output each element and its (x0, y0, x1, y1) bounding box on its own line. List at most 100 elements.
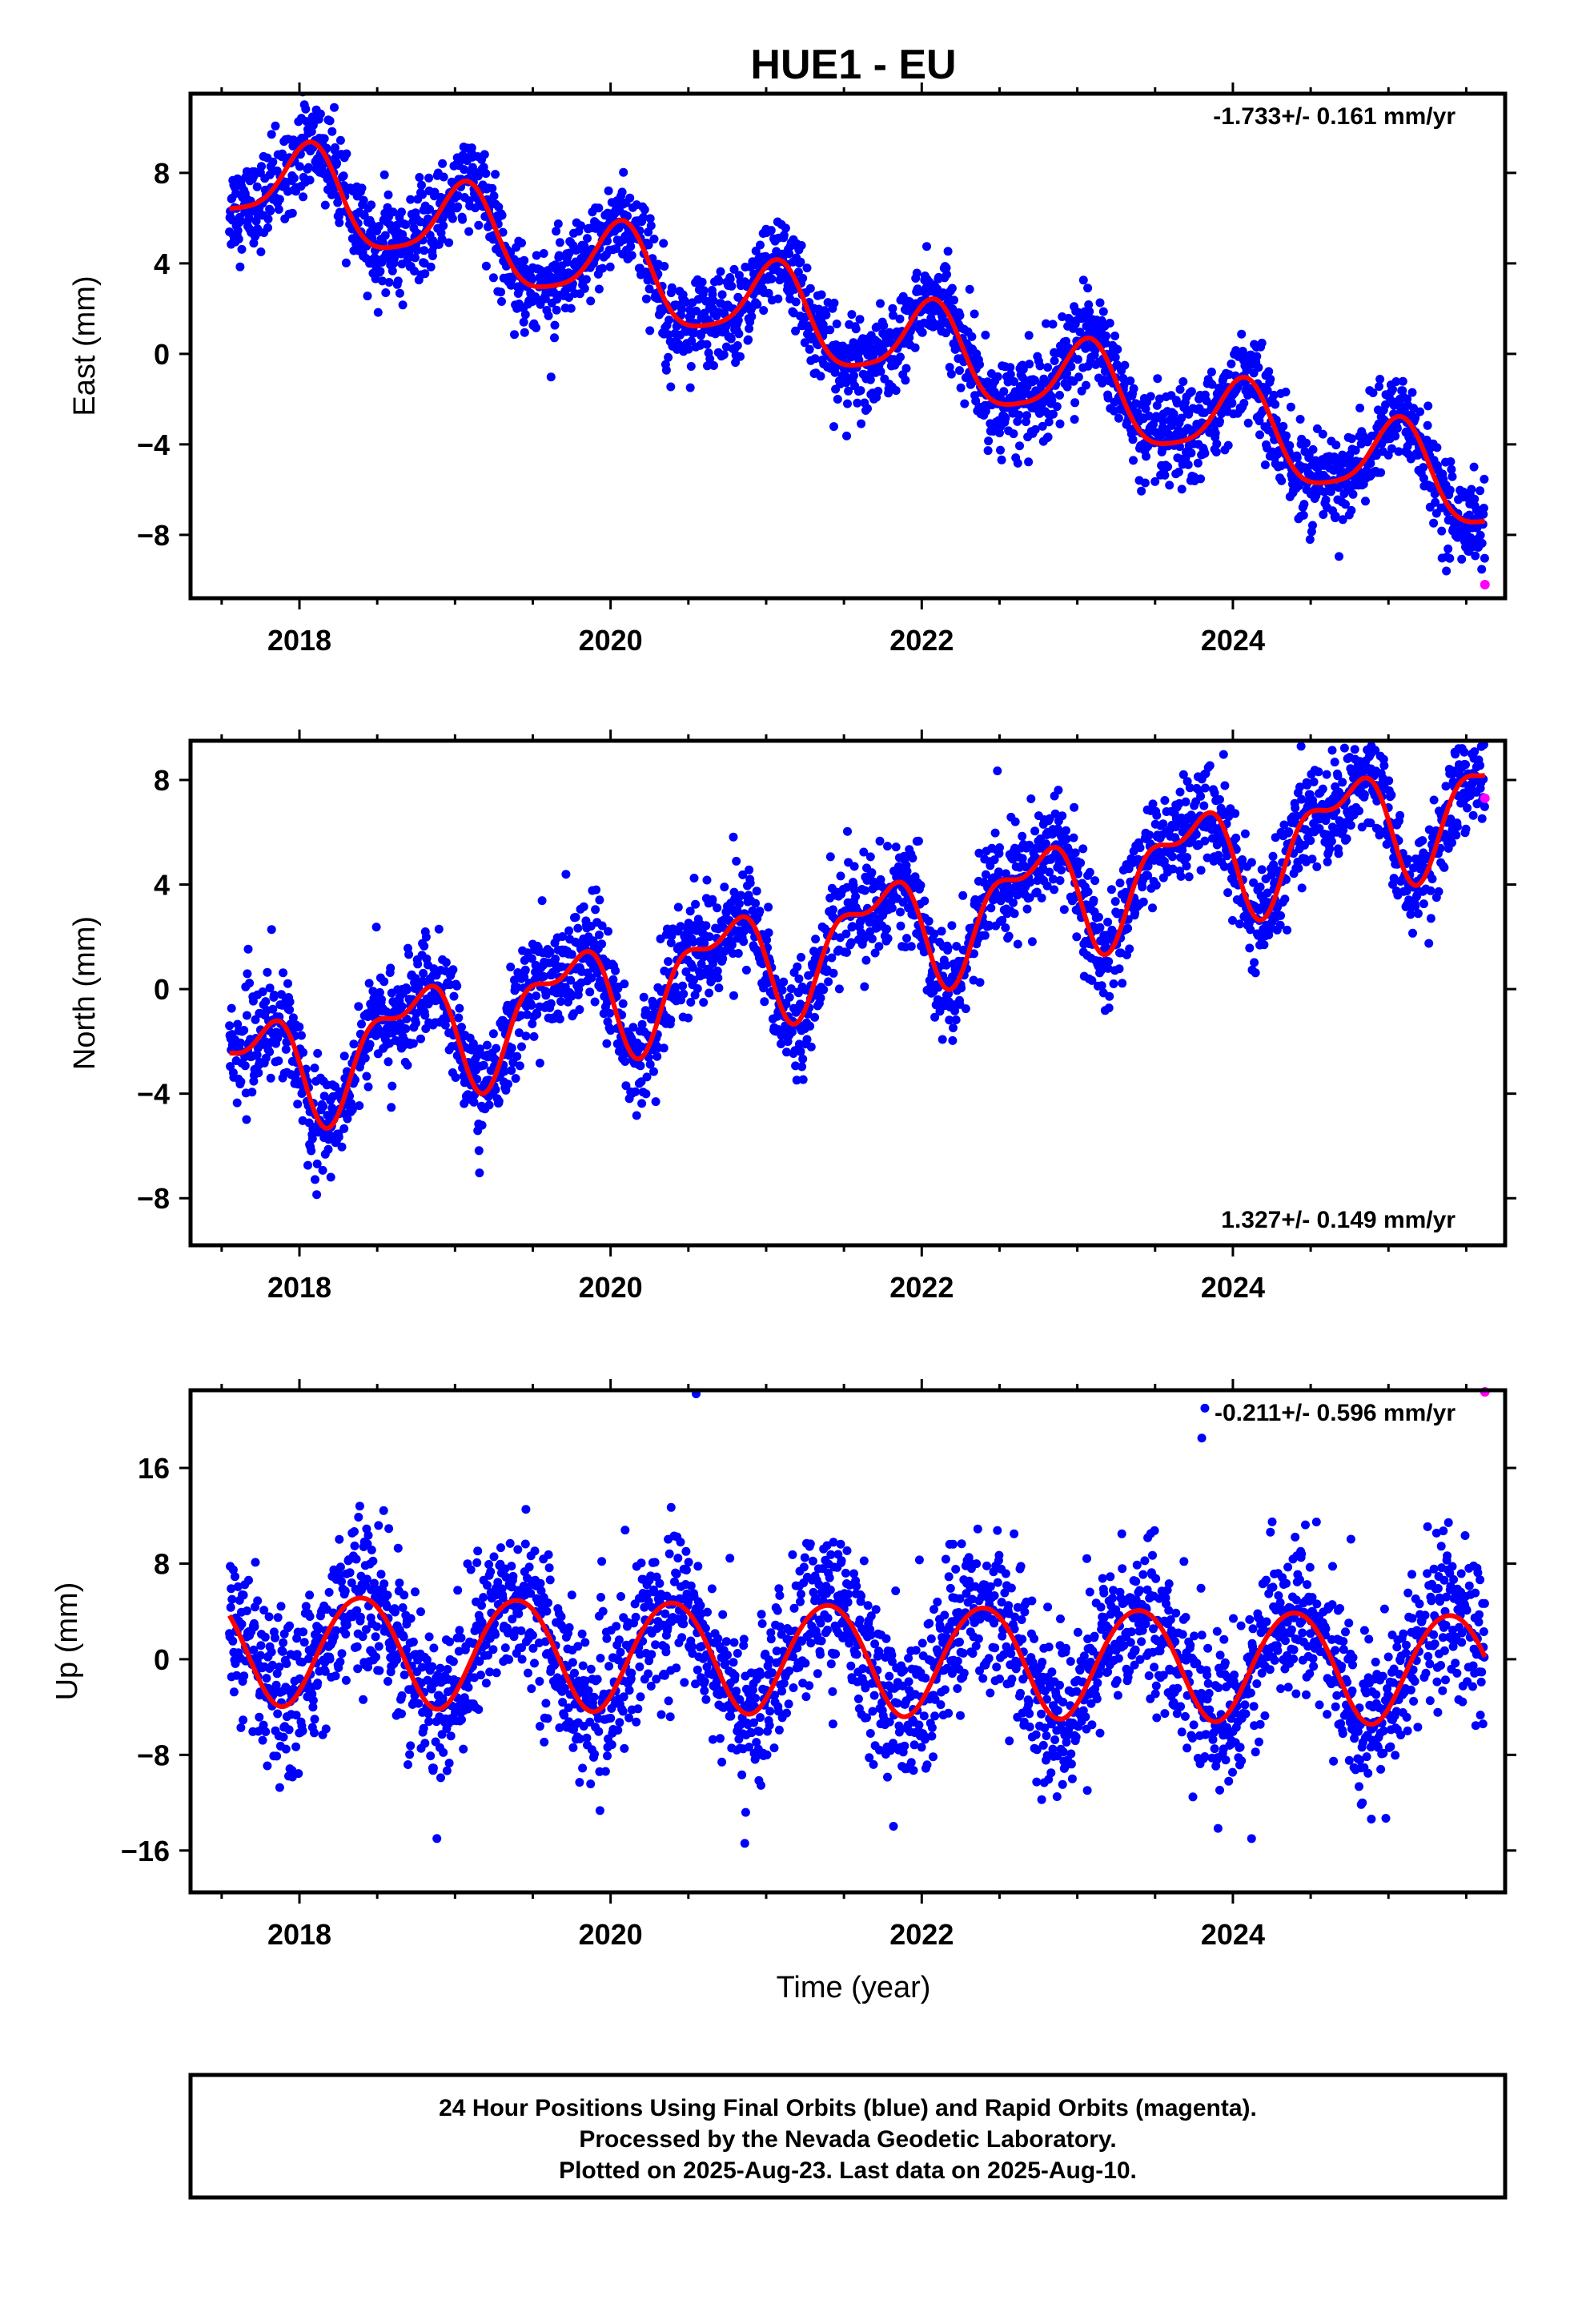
east-final-point (726, 334, 736, 344)
north-final-point (1085, 867, 1094, 877)
east-final-point (1153, 374, 1162, 384)
north-final-point (293, 1100, 303, 1109)
east-final-point (1044, 417, 1054, 427)
north-final-point (689, 874, 699, 883)
north-final-point (664, 957, 673, 967)
north-final-point (860, 886, 869, 895)
east-final-point (1084, 300, 1094, 309)
north-final-point (1196, 866, 1206, 875)
north-final-point (887, 903, 897, 913)
east-final-point (800, 338, 809, 348)
east-final-point (1445, 553, 1455, 563)
east-final-point (1375, 375, 1385, 384)
east-final-point (1257, 338, 1267, 348)
east-final-point (1055, 391, 1064, 400)
north-final-point (755, 907, 765, 916)
north-final-point (303, 1160, 312, 1170)
north-final-point (1158, 819, 1168, 829)
north-final-point (365, 1039, 375, 1049)
north-final-point (1276, 911, 1286, 920)
north-final-point (797, 1062, 807, 1072)
north-final-point (764, 928, 773, 938)
east-final-points (225, 94, 1489, 576)
north-final-point (585, 987, 595, 997)
east-final-point (702, 340, 712, 349)
north-final-point (1118, 979, 1127, 988)
north-final-point (1247, 858, 1256, 867)
north-final-point (475, 1044, 484, 1054)
north-final-point (1110, 897, 1120, 907)
east-final-point (1469, 462, 1479, 472)
north-final-point (1268, 851, 1278, 861)
north-final-point (896, 921, 905, 931)
north-final-point (1284, 827, 1294, 837)
north-final-point (637, 1099, 647, 1108)
north-final-point (883, 842, 892, 851)
east-final-point (785, 249, 794, 259)
east-final-point (420, 259, 429, 268)
east-final-point (1446, 457, 1456, 466)
north-final-point (488, 1029, 498, 1039)
north-final-point (1105, 991, 1114, 1001)
north-final-point (510, 975, 519, 985)
east-final-point (552, 227, 561, 236)
east-final-point (550, 333, 559, 343)
east-final-point (1010, 377, 1019, 386)
east-final-point (999, 387, 1009, 396)
east-final-point (753, 300, 762, 309)
east-final-point (1174, 467, 1183, 476)
east-final-point (401, 220, 411, 229)
east-final-point (729, 264, 739, 274)
east-final-point (576, 221, 585, 231)
east-final-point (1237, 329, 1247, 339)
north-final-point (419, 968, 428, 978)
north-final-point (236, 1077, 246, 1087)
east-final-point (1119, 381, 1129, 390)
north-final-point (608, 975, 618, 984)
east-final-point (1098, 307, 1108, 316)
north-final-point (477, 1120, 487, 1130)
east-final-point (395, 288, 404, 298)
east-final-point (975, 360, 984, 369)
north-final-point (1280, 895, 1290, 904)
east-final-point (439, 172, 448, 182)
north-final-point (908, 854, 917, 862)
north-final-point (575, 1005, 584, 1015)
east-final-point (580, 283, 589, 293)
east-final-point (901, 364, 911, 373)
east-final-point (891, 386, 901, 396)
north-final-point (720, 883, 729, 892)
north-final-point (1037, 893, 1046, 903)
east-final-point (268, 157, 278, 167)
east-final-point (418, 190, 428, 199)
north-final-point (924, 916, 934, 926)
east-final-point (367, 219, 376, 229)
east-final-point (1252, 352, 1262, 361)
east-final-point (1238, 347, 1247, 356)
north-final-point (993, 766, 1002, 776)
east-final-point (1052, 402, 1062, 412)
north-final-point (594, 931, 604, 939)
north-final-point (1027, 937, 1037, 947)
north-final-point (913, 836, 923, 846)
north-final-point (1058, 811, 1067, 821)
east-final-point (1432, 443, 1442, 452)
north-final-point (684, 1013, 693, 1023)
east-final-point (564, 248, 574, 258)
east-final-point (1186, 387, 1196, 396)
north-final-point (532, 1010, 542, 1019)
north-final-point (451, 1073, 460, 1082)
north-final-point (597, 939, 607, 949)
north-final-point (235, 1038, 245, 1047)
east-final-point (510, 330, 519, 340)
east-final-point (1083, 283, 1093, 293)
north-final-point (411, 974, 420, 983)
east-final-point (1319, 510, 1328, 519)
north-final-point (1069, 833, 1078, 842)
north-final-point (334, 1132, 343, 1142)
north-final-point (490, 1055, 500, 1063)
east-final-point (946, 369, 956, 379)
east-final-point (1361, 497, 1370, 506)
north-final-point (545, 947, 555, 957)
north-final-point (515, 1061, 524, 1071)
